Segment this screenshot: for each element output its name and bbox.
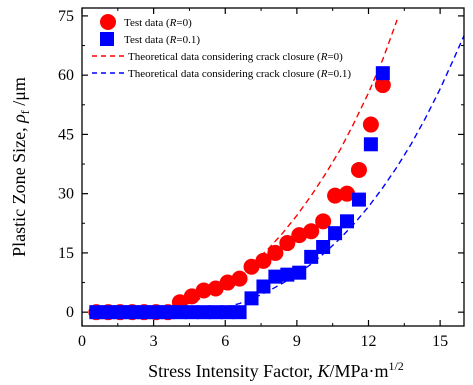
series-1-point-18 xyxy=(304,249,319,264)
series-1-point-21 xyxy=(340,214,355,229)
x-tick-label-4: 12 xyxy=(361,333,377,350)
series-1-point-8 xyxy=(184,305,199,320)
series-0-point-10 xyxy=(207,280,224,297)
series-0-point-23 xyxy=(362,116,379,133)
x-axis-label: Stress Intensity Factor, K/MPa·m1/2 xyxy=(148,359,404,381)
series-1-point-3 xyxy=(125,305,140,320)
x-tick-label-1: 3 xyxy=(150,333,158,350)
legend-marker-r01 xyxy=(100,32,114,46)
series-line-2 xyxy=(96,19,398,313)
series-1-point-14 xyxy=(256,279,271,294)
series-1-point-1 xyxy=(101,305,116,320)
series-1-point-23 xyxy=(363,137,378,152)
series-1-point-6 xyxy=(160,305,175,320)
series-0-point-13 xyxy=(243,258,260,275)
series-1-point-16 xyxy=(280,267,295,282)
y-tick-label-0: 0 xyxy=(66,304,74,321)
x-tick-label-0: 0 xyxy=(78,333,86,350)
series-1-point-20 xyxy=(328,226,343,241)
legend-label-theory-r01: Theoretical data considering crack closu… xyxy=(128,68,351,80)
legend: Test data (R=0) Test data (R=0.1) Theore… xyxy=(92,14,351,80)
series-1-point-24 xyxy=(375,66,390,81)
series-0-point-21 xyxy=(339,185,356,202)
series-1-point-10 xyxy=(208,305,223,320)
series-1-point-0 xyxy=(89,305,104,320)
series-0-point-8 xyxy=(183,288,200,305)
legend-label-theory-r0: Theoretical data considering crack closu… xyxy=(128,51,343,63)
series-1-point-22 xyxy=(351,192,366,207)
series-1-point-12 xyxy=(232,305,247,320)
x-tick-label-3: 9 xyxy=(293,333,301,350)
series-0-point-14 xyxy=(255,252,272,269)
x-tick-label-2: 6 xyxy=(221,333,229,350)
series-0-point-16 xyxy=(279,235,296,252)
series-1-point-2 xyxy=(113,305,128,320)
series-1-point-9 xyxy=(196,305,211,320)
y-axis-label: Plastic Zone Size, ρf /μm xyxy=(9,77,32,257)
series-0-point-22 xyxy=(350,161,367,178)
y-tick-label-3: 45 xyxy=(58,126,74,143)
series-1-point-4 xyxy=(137,305,152,320)
series-0-point-20 xyxy=(327,187,344,204)
series-0-point-19 xyxy=(315,213,332,230)
legend-label-test-r0: Test data (R=0) xyxy=(124,17,192,29)
legend-marker-r0 xyxy=(100,14,116,30)
series-1-point-19 xyxy=(316,239,331,254)
x-tick-label-5: 15 xyxy=(432,333,448,350)
y-tick-label-5: 75 xyxy=(58,8,74,25)
series-0-point-24 xyxy=(374,77,391,94)
series-1-point-13 xyxy=(244,291,259,306)
series-1-point-7 xyxy=(172,305,187,320)
plot-frame xyxy=(81,7,465,327)
series-1-point-11 xyxy=(220,305,235,320)
series-1-point-15 xyxy=(268,269,283,284)
plot-marks xyxy=(88,19,464,321)
axis-ticks: 0 3 6 9 12 15 0 15 30 45 60 75 xyxy=(58,8,464,350)
series-1-point-17 xyxy=(292,265,307,280)
series-0-point-15 xyxy=(267,244,284,261)
series-0-point-9 xyxy=(195,282,212,299)
series-1-point-5 xyxy=(149,305,164,320)
series-0-point-18 xyxy=(303,223,320,240)
y-tick-label-4: 60 xyxy=(58,67,74,84)
y-tick-label-2: 30 xyxy=(58,186,74,203)
series-0-point-12 xyxy=(231,270,248,287)
legend-label-test-r01: Test data (R=0.1) xyxy=(124,34,200,46)
y-tick-label-1: 15 xyxy=(58,245,74,262)
